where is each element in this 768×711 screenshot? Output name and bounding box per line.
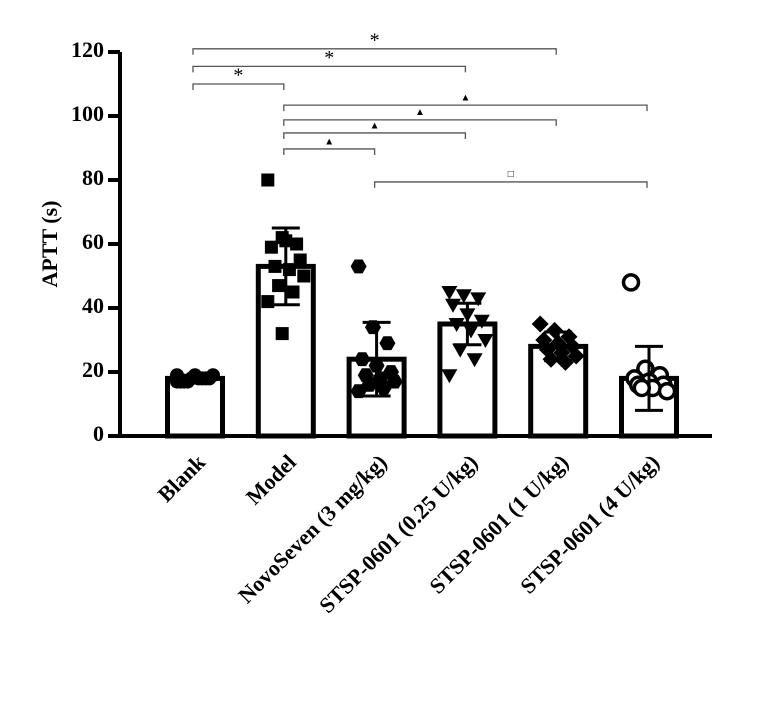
error-bar [453,301,482,347]
significance-label: ▲ [370,120,380,131]
data-point [473,314,490,329]
significance-label: ▲ [324,136,334,147]
data-point [542,350,560,368]
significance-bracket [283,104,648,112]
significance-label: * [370,29,380,51]
data-point [441,369,458,384]
y-tick-label: 100 [71,101,104,126]
significance-label: ▲ [460,92,470,103]
significance-label: * [324,47,334,69]
bar [255,263,316,439]
data-point [268,259,282,273]
data-point [452,343,469,358]
data-point [470,292,487,307]
y-tick-label: 20 [82,357,104,382]
data-point [170,374,184,389]
y-tick-label: 40 [82,293,104,318]
data-point [466,353,483,368]
data-point [477,334,494,348]
data-point [290,237,304,251]
y-tick-label: 0 [93,421,104,446]
significance-label: * [233,65,243,87]
data-point [272,279,286,293]
data-point [293,253,307,267]
data-point [531,315,549,333]
data-point [379,336,396,351]
data-point [261,173,275,187]
significance-bracket [283,148,376,155]
error-bar [271,226,300,307]
x-tick-label: STSP-0601 (0.25 U/kg) [314,449,483,618]
data-point [621,273,641,292]
y-tick-label: 80 [82,165,104,190]
data-point [375,381,392,395]
data-point [632,378,652,398]
error-bar [635,344,663,412]
data-point [297,269,311,283]
data-point [195,371,210,386]
data-point [556,353,574,371]
data-point [361,377,378,392]
significance-bracket [283,119,557,126]
data-point [445,298,461,313]
data-point [455,289,472,304]
data-point [448,318,465,332]
significance-bracket [283,132,467,139]
significance-bracket [192,65,467,73]
y-tick-label: 60 [82,229,104,254]
significance-label: ▲ [415,107,425,118]
data-point [261,295,275,309]
error-bar [362,320,391,398]
y-tick-label: 120 [71,37,104,62]
data-point [275,327,289,341]
data-point [354,352,371,367]
significance-bracket [192,83,285,90]
error-bar [544,330,573,363]
significance-bracket [192,48,557,55]
data-point [386,374,403,389]
x-tick-label: NovoSeven (3 mg/kg) [233,449,392,608]
data-point [286,285,300,299]
x-tick-label: Blank [153,449,211,507]
y-axis-label: APTT (s) [37,201,62,288]
data-point [206,368,220,383]
error-bar [181,373,209,384]
data-point [264,240,278,254]
significance-label: □ [508,169,514,180]
x-tick-label: Model [241,449,301,509]
data-point [441,286,458,300]
data-point [657,381,677,401]
data-point [350,259,367,274]
significance-bracket [373,181,648,188]
